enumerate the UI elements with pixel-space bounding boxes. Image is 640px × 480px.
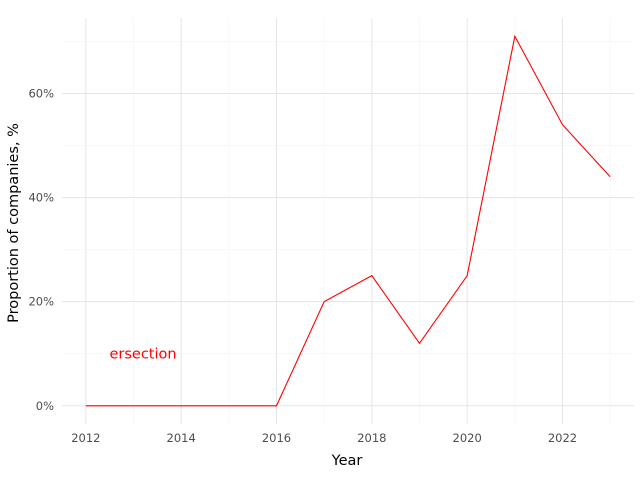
y-tick-label: 60% <box>28 86 54 100</box>
y-axis-title: Proportion of companies, % <box>6 123 22 323</box>
major-gridlines <box>62 18 634 424</box>
annotation-label: ersection <box>109 347 176 363</box>
y-tick-label: 20% <box>28 295 54 309</box>
y-axis-tick-labels: 0% 20% 40% 60% <box>28 86 54 412</box>
x-tick-label: 2012 <box>71 431 100 445</box>
x-tick-label: 2014 <box>167 431 196 445</box>
series-line <box>85 34 611 407</box>
x-axis-title: Year <box>331 453 363 469</box>
x-axis-tick-labels: 2012 2014 2016 2018 2020 2022 <box>71 431 577 445</box>
y-tick-label: 0% <box>36 399 54 413</box>
series-layer <box>85 34 611 407</box>
y-tick-label: 40% <box>28 191 54 205</box>
annotation-layer: ersection <box>109 347 176 363</box>
x-tick-label: 2018 <box>357 431 386 445</box>
minor-gridlines <box>62 18 634 424</box>
plot-panel: ersection <box>62 18 634 424</box>
x-tick-label: 2020 <box>453 431 482 445</box>
x-tick-label: 2022 <box>548 431 577 445</box>
x-tick-label: 2016 <box>262 431 291 445</box>
